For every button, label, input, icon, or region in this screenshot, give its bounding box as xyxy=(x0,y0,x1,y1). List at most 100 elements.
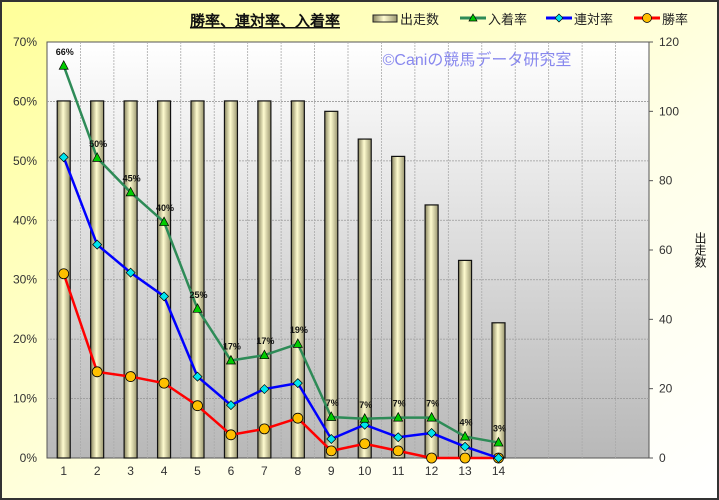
circle-marker xyxy=(158,377,170,389)
line-series: 66% 50% 45% 40% 25% 17% 17% 19% 7% 7% 7% 7% 4% 3% xyxy=(56,47,506,464)
triangle-marker xyxy=(259,349,270,360)
diamond-marker xyxy=(393,432,404,443)
bar xyxy=(156,100,172,459)
data-label: 7% xyxy=(426,399,439,409)
triangle-marker xyxy=(158,216,170,226)
x-tick-label: 10 xyxy=(358,464,372,478)
legend-label: 勝率 xyxy=(662,12,688,27)
bar xyxy=(457,259,473,459)
diamond-marker xyxy=(326,433,337,444)
x-tick-label: 12 xyxy=(425,464,439,478)
triangle-marker xyxy=(92,152,103,162)
x-tick-label: 8 xyxy=(294,464,301,478)
bar xyxy=(123,100,138,459)
x-tick-label: 13 xyxy=(458,464,472,478)
data-label: 40% xyxy=(156,203,174,213)
data-label: 3% xyxy=(493,424,506,434)
diamond-marker xyxy=(58,152,69,163)
triangle-marker xyxy=(326,411,337,421)
circle-marker xyxy=(192,400,203,412)
circle-marker xyxy=(325,445,337,457)
right-tick-label: 40 xyxy=(659,312,673,326)
bar xyxy=(324,110,339,459)
diamond-marker xyxy=(192,371,203,382)
legend-label: 入着率 xyxy=(488,12,527,27)
series-line xyxy=(62,273,499,460)
legend-item-starts: 出走数 xyxy=(372,12,439,27)
left-tick-label: 20% xyxy=(13,332,37,346)
series-line xyxy=(62,65,499,444)
triangle-marker xyxy=(192,303,203,313)
triangle-marker xyxy=(426,411,437,422)
circle-marker xyxy=(125,371,137,382)
data-label: 45% xyxy=(123,173,141,183)
x-tick-label: 6 xyxy=(228,464,235,478)
circle-marker xyxy=(392,445,404,457)
circle-marker xyxy=(359,438,371,450)
diamond-marker xyxy=(125,267,136,278)
data-label: 7% xyxy=(326,398,339,408)
circle-marker xyxy=(292,412,304,424)
data-label: 50% xyxy=(89,139,107,149)
legend: 出走数 入着率 連対率 勝率 xyxy=(372,12,688,27)
right-tick-label: 80 xyxy=(659,174,673,188)
diamond-marker xyxy=(460,441,471,452)
triangle-marker xyxy=(58,60,69,70)
circle-marker xyxy=(459,452,471,464)
diamond-marker xyxy=(493,453,504,463)
right-tick-label: 0 xyxy=(659,451,666,465)
right-axis-label: 出走数 xyxy=(693,232,707,269)
triangle-marker xyxy=(292,338,303,348)
data-label: 66% xyxy=(56,47,74,57)
triangle-marker xyxy=(125,186,136,197)
bar xyxy=(223,100,239,459)
circle-marker xyxy=(426,452,438,464)
circle-marker xyxy=(225,429,237,441)
left-tick-label: 10% xyxy=(13,392,37,406)
right-tick-label: 20 xyxy=(659,382,673,396)
data-label: 7% xyxy=(393,399,406,409)
diamond-marker xyxy=(225,400,236,411)
legend-item-win-rate: 勝率 xyxy=(634,12,688,27)
circle-marker xyxy=(91,366,103,378)
triangle-marker-icon xyxy=(468,13,478,22)
diamond-marker-icon xyxy=(554,13,564,23)
gridlines xyxy=(47,42,649,458)
x-tick-label: 4 xyxy=(161,464,168,478)
left-tick-label: 70% xyxy=(13,35,37,49)
diamond-marker xyxy=(259,384,270,395)
data-label: 4% xyxy=(460,418,473,428)
triangle-marker xyxy=(459,430,471,441)
chart-title: 勝率、連対率、入着率 xyxy=(190,12,340,30)
x-tick-label: 5 xyxy=(194,464,201,478)
data-label: 25% xyxy=(189,290,207,300)
left-tick-label: 40% xyxy=(13,213,37,227)
left-tick-label: 60% xyxy=(13,94,37,108)
circle-marker xyxy=(258,423,270,435)
legend-item-top2-rate: 連対率 xyxy=(546,12,613,27)
series-line xyxy=(62,156,499,460)
diamond-marker xyxy=(426,428,437,439)
x-tick-label: 11 xyxy=(392,464,405,478)
left-tick-label: 0% xyxy=(20,451,38,465)
diamond-marker xyxy=(292,378,303,389)
right-tick-label: 100 xyxy=(659,104,679,118)
legend-bar-swatch xyxy=(372,14,398,23)
triangle-marker xyxy=(393,411,404,422)
circle-marker-icon xyxy=(642,13,652,23)
legend-label: 連対率 xyxy=(574,12,613,27)
x-tick-label: 14 xyxy=(492,464,506,478)
bar xyxy=(391,155,406,459)
left-tick-label: 50% xyxy=(13,154,37,168)
right-tick-label: 120 xyxy=(659,35,679,49)
data-label: 17% xyxy=(223,342,241,352)
bar xyxy=(257,100,272,459)
x-tick-label: 2 xyxy=(94,464,101,478)
triangle-marker xyxy=(493,436,504,447)
watermark: ©Caniの競馬データ研究室 xyxy=(383,50,572,69)
data-label: 19% xyxy=(290,325,308,335)
left-tick-label: 30% xyxy=(13,273,37,287)
diamond-marker xyxy=(92,239,103,250)
